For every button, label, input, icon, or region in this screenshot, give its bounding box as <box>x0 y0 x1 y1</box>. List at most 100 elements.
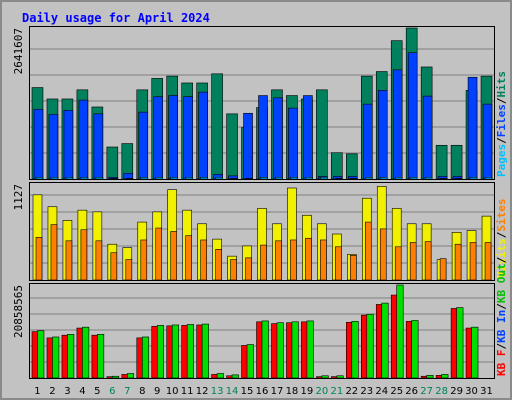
bar-pages <box>335 178 343 180</box>
day-label: 22 <box>345 386 358 397</box>
day-label: 12 <box>196 386 209 397</box>
bar-kb-out <box>441 374 449 379</box>
day-label: 11 <box>181 386 194 397</box>
bar-kb-out <box>426 375 434 379</box>
bar-pages <box>364 176 373 180</box>
bar-files <box>303 95 313 180</box>
bar-sites <box>170 231 177 281</box>
bar-files <box>422 95 433 180</box>
bar-kb-out <box>396 284 404 379</box>
bar-sites <box>320 239 327 281</box>
bar-hits <box>331 152 343 180</box>
bar-pages <box>170 176 178 180</box>
bar-kb-out <box>411 320 419 379</box>
bar-kb-out <box>276 322 284 379</box>
legend-entry: KB F <box>495 350 508 377</box>
bar-sites <box>260 244 267 281</box>
bar-kb-out <box>82 326 90 379</box>
day-label: 29 <box>450 386 463 397</box>
day-label: 20 <box>316 386 329 397</box>
bar-sites <box>379 228 387 281</box>
bar-kb-out <box>306 320 314 379</box>
bar-kb-out <box>231 374 239 379</box>
day-label: 9 <box>154 386 160 397</box>
legend-entry: / <box>495 303 508 310</box>
day-label: 21 <box>330 386 343 397</box>
day-label: 13 <box>211 386 224 397</box>
bar-files <box>168 95 178 180</box>
day-label: 26 <box>405 386 418 397</box>
bar-kb-out <box>156 325 165 379</box>
bar-files <box>138 111 149 180</box>
bar-files <box>183 96 193 180</box>
bar-hits <box>435 144 448 180</box>
bar-sites <box>215 249 222 281</box>
day-label: 31 <box>480 386 493 397</box>
bar-files <box>482 103 493 180</box>
bar-kb-out <box>471 326 479 379</box>
bar-pages <box>95 176 104 180</box>
bar-sites <box>424 241 432 281</box>
bar-sites <box>469 242 477 281</box>
bar-files <box>153 96 164 180</box>
legend-entry: / <box>495 231 508 238</box>
day-label: 27 <box>420 386 433 397</box>
bar-hits <box>450 144 463 180</box>
bar-sites <box>364 221 372 281</box>
bar-hits <box>211 73 223 180</box>
bar-sites <box>454 243 462 281</box>
bar-pages <box>439 178 448 180</box>
legend-entry: Hits <box>495 71 508 98</box>
bar-sites <box>110 252 118 281</box>
bar-pages <box>50 176 59 180</box>
bar-files <box>78 99 89 180</box>
bar-pages <box>200 176 208 180</box>
bar-pages <box>469 176 478 180</box>
bar-sites <box>245 257 252 281</box>
bar-sites <box>185 235 192 281</box>
day-label: 25 <box>390 386 403 397</box>
day-label: 7 <box>124 386 130 397</box>
bar-sites <box>290 239 297 281</box>
legend-entry: KB Out <box>495 263 508 303</box>
bar-sites <box>65 240 73 281</box>
bar-pages <box>484 176 493 180</box>
bar-kb-out <box>246 344 254 379</box>
bar-kb-out <box>336 375 344 379</box>
legend-entry: / <box>495 137 508 144</box>
bar-sites <box>305 237 312 281</box>
bar-files <box>392 69 403 180</box>
bar-files <box>407 52 418 180</box>
bar-files <box>48 114 59 180</box>
bar-pages <box>230 178 238 180</box>
bar-sites <box>275 240 282 281</box>
day-label: 14 <box>226 386 239 397</box>
bar-pages <box>350 178 358 180</box>
bar-pages <box>305 176 313 180</box>
bar-files <box>273 97 283 180</box>
bar-sites <box>125 259 133 281</box>
day-label: 2 <box>49 386 55 397</box>
bar-kb-out <box>186 324 194 379</box>
day-label: 10 <box>166 386 179 397</box>
bar-pages <box>379 176 388 180</box>
legend: Visits/Sites <box>495 199 508 279</box>
bar-files <box>467 76 478 180</box>
bar-pages <box>35 176 44 180</box>
bar-kb-out <box>321 375 329 379</box>
y-max-label: 20858565 <box>12 285 25 338</box>
bar-kb-out <box>261 320 269 379</box>
bar-sites <box>439 258 447 281</box>
day-label: 5 <box>94 386 100 397</box>
bar-kb-out <box>37 330 45 379</box>
chart-title: Daily usage for April 2024 <box>22 11 210 25</box>
day-label: 17 <box>271 386 284 397</box>
bar-sites <box>140 239 148 281</box>
bar-pages <box>110 178 119 180</box>
day-label: 4 <box>79 386 85 397</box>
day-label: 8 <box>139 386 145 397</box>
day-label: 1 <box>34 386 40 397</box>
bar-pages <box>155 176 164 180</box>
legend-entry: Files <box>495 104 508 137</box>
